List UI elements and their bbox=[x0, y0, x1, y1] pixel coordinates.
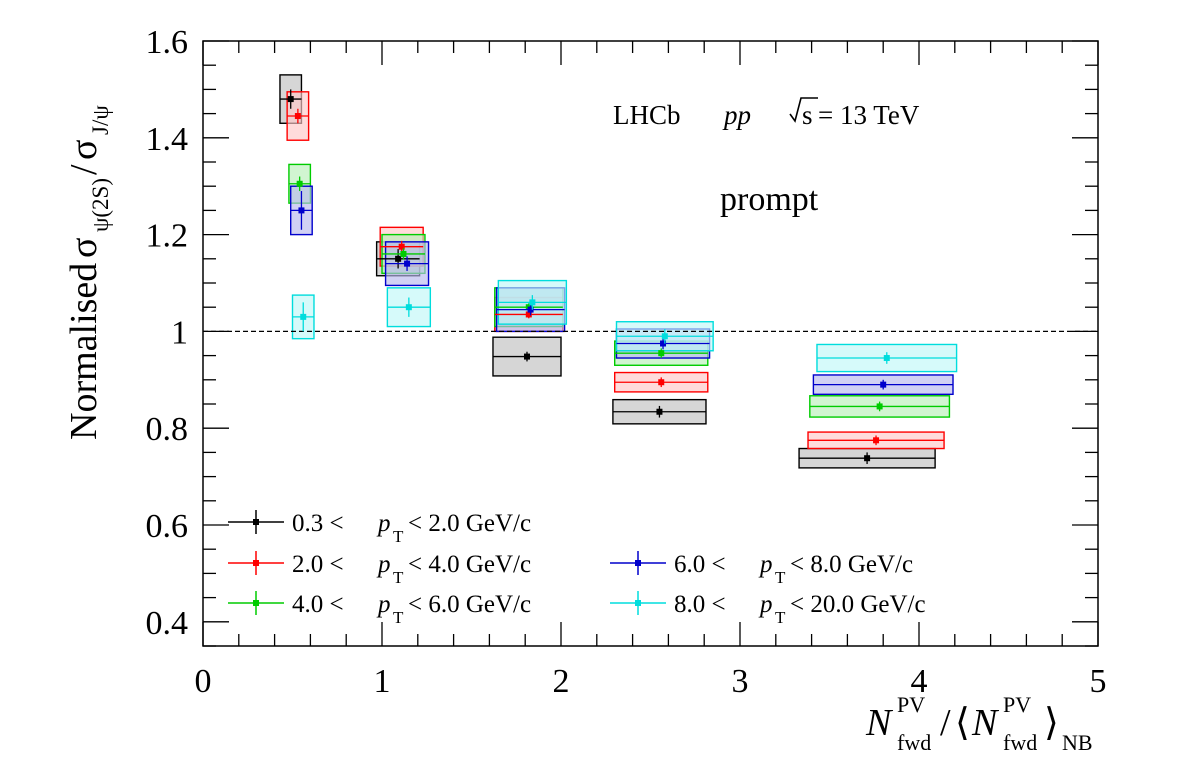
y-tick-label: 0.4 bbox=[146, 605, 189, 642]
data-point-series-3 bbox=[660, 340, 667, 347]
plot-frame bbox=[202, 40, 1099, 647]
y-tick-label: 1.2 bbox=[146, 218, 189, 255]
data-point-series-0 bbox=[656, 408, 663, 415]
legend-marker-dot-2 bbox=[253, 600, 259, 606]
data-point-series-1 bbox=[398, 243, 405, 250]
y-title-prefix: Normalised bbox=[63, 263, 105, 440]
legend-label-upper-4: < 20.0 GeV/c bbox=[790, 591, 926, 618]
data-point-series-4 bbox=[883, 355, 890, 362]
data-point-series-3 bbox=[404, 260, 411, 267]
x-title-open: ⟨ bbox=[955, 702, 970, 744]
data-point-series-1 bbox=[873, 437, 880, 444]
annotation-prompt: prompt bbox=[720, 181, 819, 218]
data-point-series-2 bbox=[400, 250, 407, 257]
legend-label-upper-1: < 4.0 GeV/c bbox=[408, 551, 531, 578]
x-title-sup2: PV bbox=[1003, 692, 1031, 717]
legend-label-p-0: p bbox=[376, 510, 391, 537]
y-tick-label: 1.4 bbox=[146, 121, 189, 158]
legend-label-lower-4: 8.0 < bbox=[674, 591, 726, 618]
data-point-series-4 bbox=[529, 299, 536, 306]
x-tick-label: 4 bbox=[911, 663, 928, 700]
data-point-series-0 bbox=[287, 96, 294, 103]
x-axis-title: N PV fwd / ⟨ N PV fwd ⟩ NB bbox=[865, 692, 1093, 755]
data-point-series-1 bbox=[658, 379, 665, 386]
data-point-series-3 bbox=[527, 306, 534, 313]
x-tick-label: 0 bbox=[195, 663, 212, 700]
legend-label-t-1: T bbox=[393, 568, 404, 587]
y-tick-label: 1 bbox=[171, 314, 188, 351]
legend-label-t-2: T bbox=[393, 608, 404, 627]
legend-label-upper-3: < 8.0 GeV/c bbox=[790, 551, 913, 578]
x-title-sup: PV bbox=[897, 692, 925, 717]
legend-label-t-0: T bbox=[393, 527, 404, 546]
data-point-series-3 bbox=[298, 207, 305, 214]
x-tick-label: 3 bbox=[732, 663, 749, 700]
y-title-slash: / bbox=[63, 164, 105, 175]
annotation-energy: = 13 TeV bbox=[818, 100, 920, 130]
y-title-sigma-den: σ bbox=[63, 140, 105, 160]
legend-label-upper-0: < 2.0 GeV/c bbox=[408, 510, 531, 537]
legend-label-lower-0: 0.3 < bbox=[292, 510, 344, 537]
legend-label-upper-2: < 6.0 GeV/c bbox=[408, 591, 531, 618]
legend-marker-dot-0 bbox=[253, 519, 259, 525]
legend-marker-dot-1 bbox=[253, 560, 259, 566]
data-point-series-0 bbox=[864, 455, 871, 462]
data-point-series-4 bbox=[300, 313, 307, 320]
data-point-series-4 bbox=[405, 304, 412, 311]
y-title-den-sub: J/ψ bbox=[88, 105, 113, 135]
legend-label-p-1: p bbox=[376, 551, 391, 578]
legend-label-p-4: p bbox=[758, 591, 773, 618]
data-point-series-2 bbox=[296, 180, 303, 187]
data-point-series-3 bbox=[880, 381, 887, 388]
legend-label-t-3: T bbox=[775, 568, 786, 587]
legend-marker-dot-3 bbox=[635, 560, 641, 566]
legend-label-lower-3: 6.0 < bbox=[674, 551, 726, 578]
x-title-sub2: fwd bbox=[1003, 730, 1037, 755]
annotation-energy-root: s bbox=[802, 100, 813, 130]
legend-label-t-4: T bbox=[775, 608, 786, 627]
data-point-series-0 bbox=[395, 255, 402, 262]
x-title-slash: / bbox=[940, 702, 951, 744]
x-title-sub: fwd bbox=[897, 730, 931, 755]
annotation-experiment-group: LHCb pp s = 13 TeV bbox=[613, 97, 920, 130]
y-title-num-sub: ψ(2S) bbox=[88, 178, 113, 232]
annotation-system: pp bbox=[722, 100, 751, 130]
legend-label-p-3: p bbox=[758, 551, 773, 578]
x-tick-label: 1 bbox=[374, 663, 391, 700]
data-point-series-2 bbox=[876, 403, 883, 410]
x-tick-label: 5 bbox=[1090, 663, 1107, 700]
x-tick-label: 2 bbox=[553, 663, 570, 700]
legend-label-p-2: p bbox=[376, 591, 391, 618]
data-point-series-0 bbox=[523, 353, 530, 360]
data-point-series-4 bbox=[661, 333, 668, 340]
y-tick-label: 0.6 bbox=[146, 508, 189, 545]
legend-marker-dot-4 bbox=[635, 600, 641, 606]
y-title-sigma-num: σ bbox=[63, 238, 105, 258]
sqrt-symbol bbox=[789, 97, 818, 123]
y-tick-label: 1.6 bbox=[146, 24, 189, 61]
data-point-series-1 bbox=[294, 113, 301, 120]
x-title-n: N bbox=[865, 702, 894, 744]
legend-label-lower-2: 4.0 < bbox=[292, 591, 344, 618]
y-tick-label: 0.8 bbox=[146, 411, 189, 448]
data-point-series-2 bbox=[658, 350, 665, 357]
x-title-n2: N bbox=[971, 702, 1000, 744]
x-title-close: ⟩ bbox=[1044, 702, 1059, 744]
data-point-series-1 bbox=[525, 311, 532, 318]
annotation-experiment: LHCb bbox=[613, 100, 681, 130]
legend-label-lower-1: 2.0 < bbox=[292, 551, 344, 578]
x-title-nb: NB bbox=[1062, 730, 1093, 755]
y-axis-title: Normalised σ ψ(2S) / σ J/ψ bbox=[63, 105, 113, 440]
